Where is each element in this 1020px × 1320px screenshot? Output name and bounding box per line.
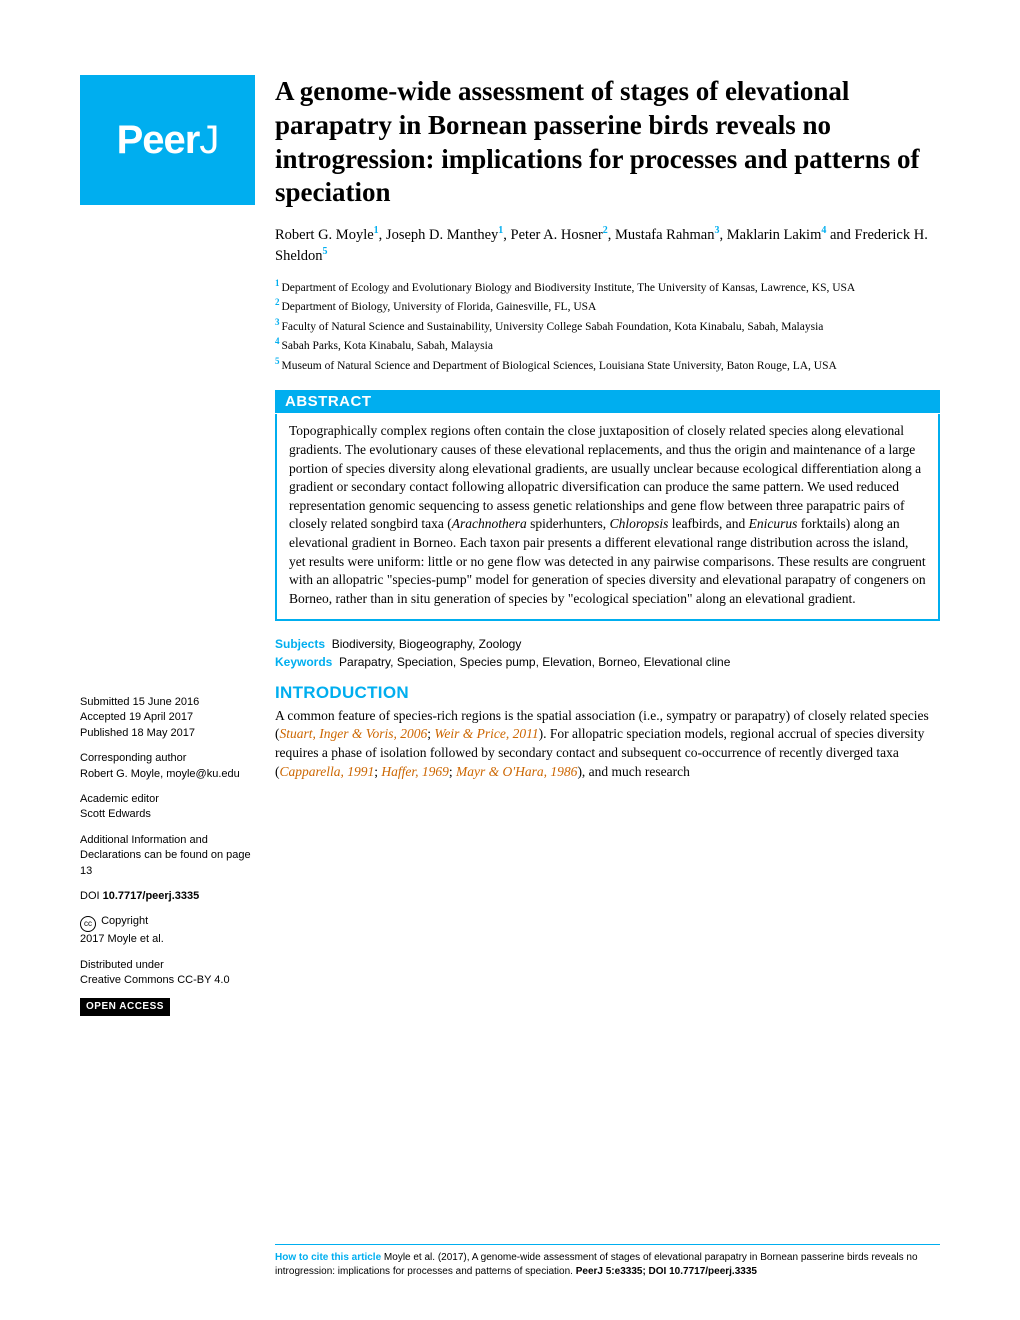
citation-link[interactable]: Weir & Price, 2011 (434, 726, 538, 741)
doi-value[interactable]: 10.7717/peerj.3335 (103, 890, 200, 902)
intro-paragraph: A common feature of species-rich regions… (275, 707, 940, 783)
cc-icon: cc (80, 916, 96, 932)
author-list: Robert G. Moyle1, Joseph D. Manthey1, Pe… (275, 224, 940, 267)
sep: ; (449, 764, 456, 779)
accepted-date: 19 April 2017 (129, 711, 193, 723)
doi-label: DOI (80, 890, 100, 902)
distributed-block: Distributed under Creative Commons CC-BY… (80, 958, 255, 989)
submitted-label: Submitted (80, 696, 130, 708)
dates-block: Submitted 15 June 2016 Accepted 19 April… (80, 695, 255, 741)
copyright-block: cc Copyright 2017 Moyle et al. (80, 914, 255, 947)
subjects-keywords: Subjects Biodiversity, Biogeography, Zoo… (275, 635, 940, 671)
citation-link[interactable]: Haffer, 1969 (381, 764, 449, 779)
copyright-value: 2017 Moyle et al. (80, 933, 164, 945)
distributed-value[interactable]: Creative Commons CC-BY 4.0 (80, 974, 230, 986)
abstract-header: ABSTRACT (275, 390, 940, 413)
journal-logo: PeerJ (80, 75, 255, 205)
corresponding-block: Corresponding author Robert G. Moyle, mo… (80, 751, 255, 782)
keywords-label: Keywords (275, 655, 332, 669)
distributed-label: Distributed under (80, 959, 164, 971)
subjects-label: Subjects (275, 637, 325, 651)
affiliation-list: 1Department of Ecology and Evolutionary … (275, 277, 940, 375)
citation-link[interactable]: Stuart, Inger & Voris, 2006 (280, 726, 428, 741)
sidebar-metadata: Submitted 15 June 2016 Accepted 19 April… (80, 695, 255, 1016)
intro-post: ), and much research (577, 764, 689, 779)
editor-label: Academic editor (80, 793, 159, 805)
additional-info[interactable]: Additional Information and Declarations … (80, 833, 255, 879)
abstract-text: Topographically complex regions often co… (275, 414, 940, 620)
editor-block: Academic editor Scott Edwards (80, 792, 255, 823)
logo-main: Peer (117, 118, 200, 162)
subjects-value: Biodiversity, Biogeography, Zoology (332, 637, 522, 651)
logo-accent: J (199, 118, 218, 162)
keywords-value: Parapatry, Speciation, Species pump, Ele… (339, 655, 730, 669)
article-title: A genome-wide assessment of stages of el… (275, 75, 940, 210)
accepted-label: Accepted (80, 711, 126, 723)
published-date: 18 May 2017 (131, 727, 195, 739)
corresponding-value: Robert G. Moyle, moyle@ku.edu (80, 768, 240, 780)
doi-block: DOI 10.7717/peerj.3335 (80, 889, 255, 904)
published-label: Published (80, 727, 128, 739)
submitted-date: 15 June 2016 (133, 696, 200, 708)
footer-citation: How to cite this article Moyle et al. (2… (275, 1244, 940, 1278)
citation-link[interactable]: Mayr & O'Hara, 1986 (456, 764, 577, 779)
cite-label: How to cite this article (275, 1252, 381, 1263)
open-access-badge: OPEN ACCESS (80, 998, 170, 1016)
citation-link[interactable]: Capparella, 1991 (280, 764, 375, 779)
corresponding-label: Corresponding author (80, 752, 186, 764)
cite-journal: PeerJ 5:e3335; DOI 10.7717/peerj.3335 (576, 1266, 757, 1277)
intro-header: INTRODUCTION (275, 683, 940, 703)
copyright-label: Copyright (101, 915, 148, 927)
editor-value: Scott Edwards (80, 808, 151, 820)
